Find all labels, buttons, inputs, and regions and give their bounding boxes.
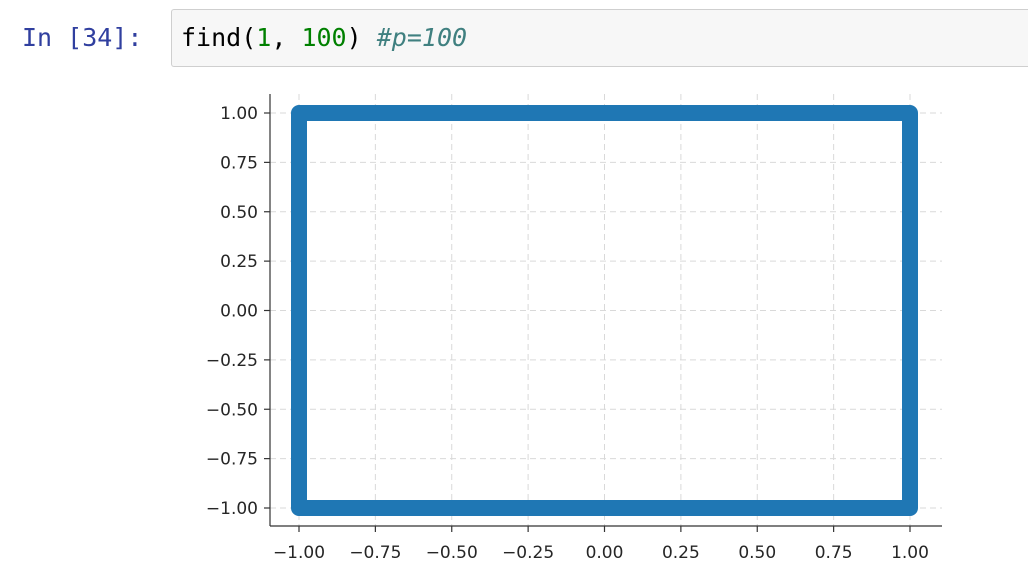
- code-comment: #p=100: [376, 23, 468, 52]
- x-tick-label: −1.00: [273, 543, 325, 563]
- cell-prompt: In [34]:: [22, 23, 143, 52]
- y-tick-label: 0.50: [220, 203, 258, 223]
- code-cell-input[interactable]: find(1, 100) #p=100: [171, 9, 1028, 67]
- code-arg-2: 100: [301, 23, 347, 52]
- x-tick-label: −0.25: [502, 543, 554, 563]
- y-tick-label: −0.25: [206, 351, 258, 371]
- x-tick-label: −0.75: [349, 543, 401, 563]
- code-open-paren: (: [241, 23, 257, 52]
- plot-ticks: −1.00 −0.75 −0.50 −0.25 0.00 0.25 0.50 0.75 1.00…: [206, 104, 929, 563]
- x-tick-label: 1.00: [891, 543, 929, 563]
- code-arg-1: 1: [256, 23, 272, 52]
- series-line: [291, 105, 918, 516]
- code-function-name: find: [181, 23, 242, 52]
- x-tick-label: 0.25: [662, 543, 700, 563]
- x-tick-label: 0.75: [815, 543, 853, 563]
- y-tick-label: −0.50: [206, 400, 258, 420]
- x-tick-label: 0.00: [586, 543, 624, 563]
- y-tick-label: −1.00: [206, 499, 258, 519]
- x-tick-label: 0.50: [738, 543, 776, 563]
- code-close-paren: ): [346, 23, 362, 52]
- y-tick-label: 0.00: [220, 302, 258, 322]
- plot-grid: [270, 94, 942, 526]
- y-tick-label: −0.75: [206, 450, 258, 470]
- code-separator: ,: [271, 23, 302, 52]
- plot-series: [291, 105, 918, 516]
- y-tick-label: 1.00: [220, 104, 258, 124]
- y-tick-label: 0.25: [220, 252, 258, 272]
- x-tick-label: −0.50: [426, 543, 478, 563]
- y-tick-label: 0.75: [220, 153, 258, 173]
